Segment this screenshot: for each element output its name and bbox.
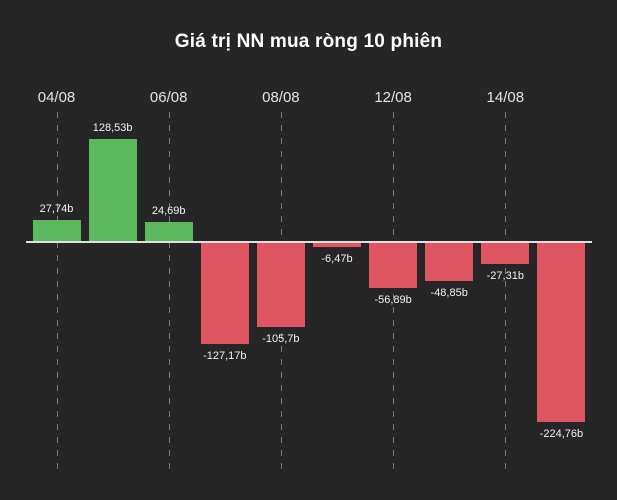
bar-value-label: -127,17b <box>203 349 247 362</box>
vertical-dashed-gridline <box>505 112 507 470</box>
bar-negative <box>425 242 474 282</box>
bar-value-label: -224,76b <box>539 427 584 440</box>
vertical-dashed-gridline <box>393 112 395 470</box>
bar-negative <box>256 242 305 327</box>
bar-negative <box>369 242 418 288</box>
bar-value-label: -27,31b <box>486 269 524 282</box>
bar-value-label: -48,85b <box>430 287 468 300</box>
bar-negative <box>200 242 249 344</box>
vertical-dashed-gridline <box>56 112 58 470</box>
bar-positive <box>144 222 193 242</box>
bar-value-label: -105,7b <box>262 332 300 345</box>
x-axis-tick-label: 14/08 <box>486 89 525 106</box>
x-axis-tick-label: 08/08 <box>262 89 300 106</box>
bar-negative <box>313 242 361 248</box>
bar-negative <box>481 242 530 264</box>
bar-positive <box>32 219 81 242</box>
bar-value-label: 27,74b <box>39 202 74 215</box>
chart-title: Giá trị NN mua ròng 10 phiên <box>174 31 443 52</box>
bar-value-label: 24,69b <box>151 205 186 218</box>
x-axis-tick-label: 04/08 <box>37 89 76 106</box>
vertical-dashed-gridline <box>168 112 170 470</box>
bar-value-label: 128,53b <box>92 122 133 135</box>
x-axis-tick-label: 12/08 <box>374 89 412 106</box>
bar-positive <box>88 139 137 242</box>
x-axis-tick-label: 06/08 <box>149 89 188 106</box>
bar-value-label: -6,47b <box>321 253 353 266</box>
bar-negative <box>537 242 586 422</box>
zero-baseline <box>26 241 592 243</box>
bar-value-label: -56,89b <box>374 293 412 306</box>
